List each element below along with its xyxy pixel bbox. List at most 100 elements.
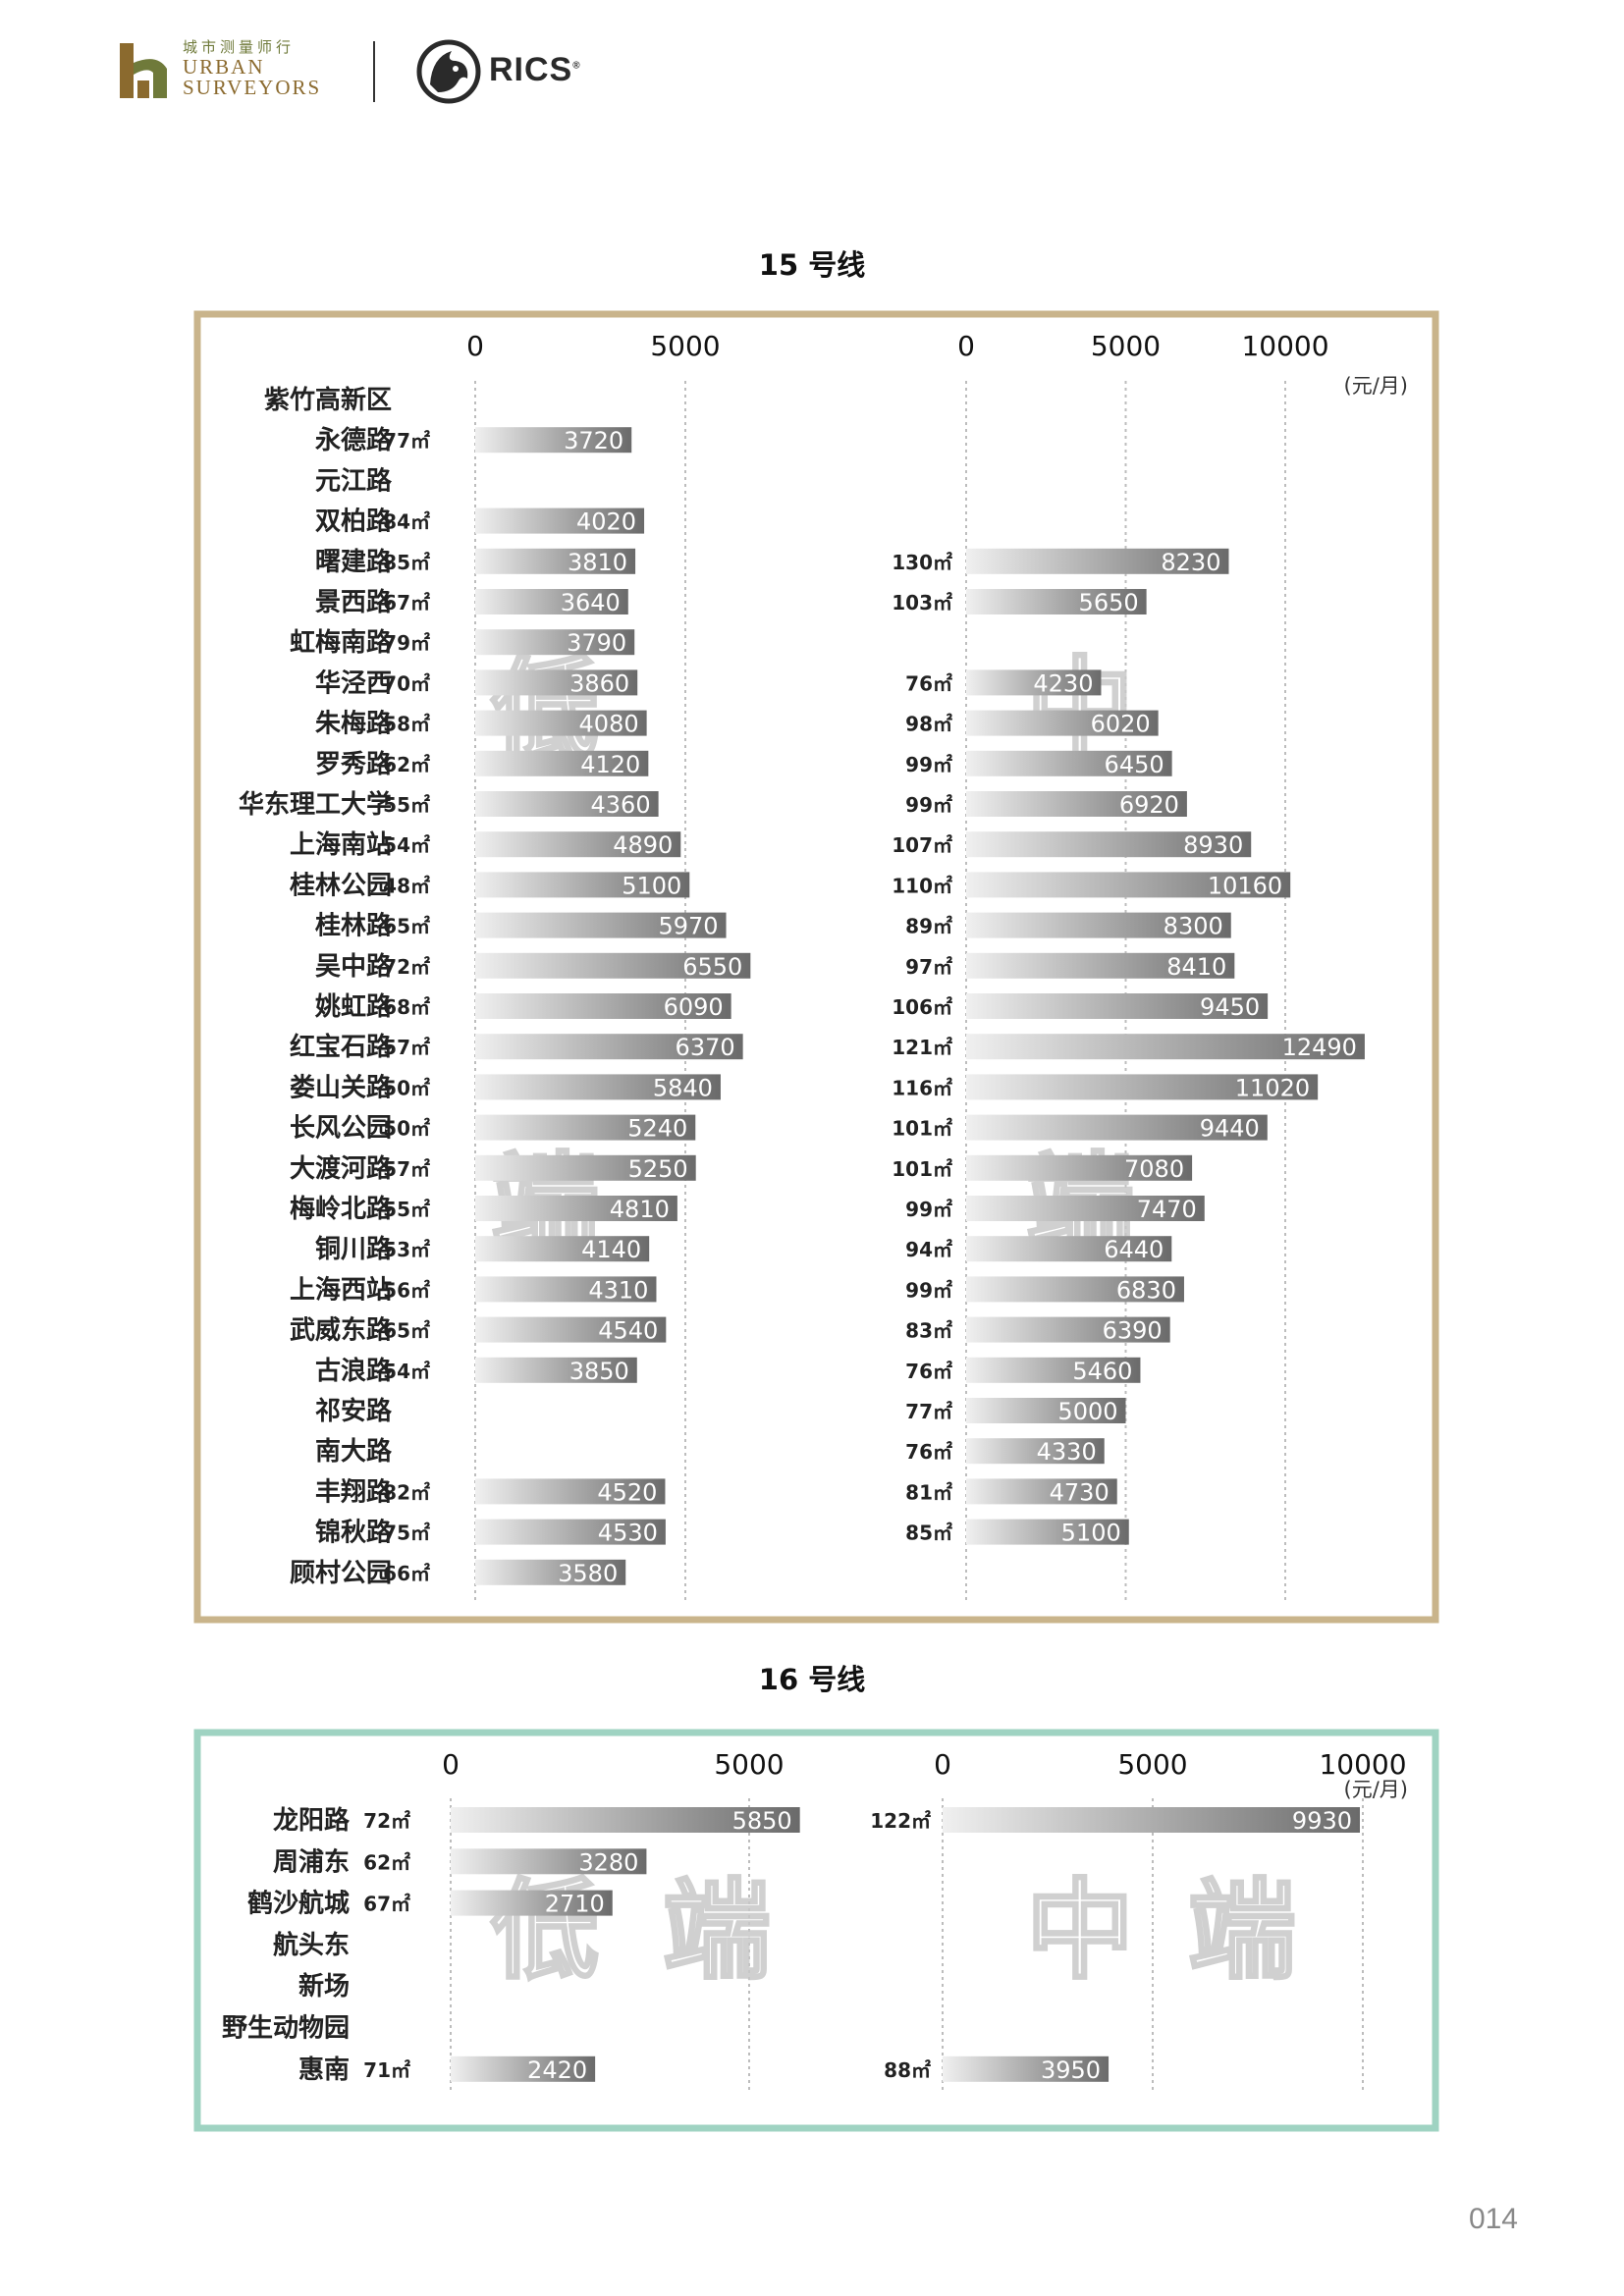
left-bar: [475, 427, 632, 454]
left-value-label: 4520: [597, 1478, 657, 1506]
category-label: 吴中路: [315, 951, 393, 982]
right-value-label: 8300: [1164, 913, 1223, 940]
left-value-label: 4530: [598, 1520, 658, 1547]
category-label: 姚虹路: [314, 991, 393, 1022]
right-bar: [966, 1316, 1170, 1343]
left-bar: [475, 1478, 666, 1505]
category-label: 桂林路: [315, 911, 393, 941]
right-value-label: 6440: [1104, 1236, 1164, 1263]
left-value-label: 3580: [558, 1560, 618, 1587]
left-area-label: 68㎡: [383, 995, 430, 1019]
category-label: 红宝石路: [290, 1032, 393, 1062]
right-value-label: 5100: [1061, 1520, 1121, 1547]
right-value-label: 4730: [1050, 1478, 1110, 1506]
right-bar: [966, 1398, 1126, 1423]
left-bar: [475, 912, 727, 938]
right-area-label: 121㎡: [892, 1036, 952, 1059]
right-bar: [966, 1357, 1141, 1383]
left-value-label: 4540: [598, 1317, 658, 1345]
left-value-label: 3860: [569, 669, 629, 697]
left-area-label: 50㎡: [383, 1076, 430, 1099]
chart-group-1: 0 5000 0 5000 10000(元/月)低端中端龙阳路 72㎡ 5850 122㎡ 99…: [193, 1729, 1439, 2132]
right-area-label: 97㎡: [905, 955, 952, 979]
left-value-label: 4890: [613, 831, 673, 859]
left-area-label: 58㎡: [383, 713, 430, 736]
left-tick-label: 0: [442, 1748, 460, 1781]
right-bar: [966, 1519, 1129, 1545]
category-label: 虹梅南路: [290, 627, 393, 658]
unit-label: (元/月): [1344, 1778, 1408, 1801]
right-area-label: 76㎡: [905, 1360, 952, 1383]
left-bar: [475, 791, 659, 817]
left-value-label: 5840: [653, 1074, 713, 1101]
right-area-label: 107㎡: [892, 833, 952, 857]
category-label: 华东理工大学: [239, 789, 392, 820]
right-value-label: 6450: [1105, 751, 1164, 778]
left-bar: [475, 548, 636, 574]
right-bar: [966, 669, 1102, 696]
left-bar: [475, 507, 645, 534]
left-area-label: 65㎡: [383, 915, 430, 938]
left-bar: [475, 750, 649, 776]
unit-label: (元/月): [1344, 374, 1408, 398]
left-area-label: 55㎡: [383, 1198, 430, 1221]
left-value-label: 6090: [664, 993, 724, 1021]
category-label: 铜川路: [315, 1234, 393, 1264]
right-tick-label: 5000: [1117, 1748, 1187, 1781]
left-area-label: 77㎡: [383, 429, 430, 453]
logo-en-line1: URBAN: [183, 55, 265, 79]
right-bar: [966, 791, 1187, 817]
chart-frame: [193, 1729, 1439, 2132]
right-bar: [943, 2056, 1110, 2082]
right-tick-label: 5000: [1091, 330, 1161, 362]
category-label: 罗秀路: [315, 749, 393, 779]
left-bar: [475, 1519, 666, 1545]
right-area-label: 122㎡: [870, 1809, 931, 1833]
category-label: 南大路: [315, 1436, 393, 1467]
right-bar: [966, 548, 1229, 574]
category-label: 长风公园: [290, 1114, 392, 1144]
right-value-label: 5460: [1072, 1358, 1132, 1385]
right-area-label: 99㎡: [905, 1278, 952, 1302]
left-bar: [475, 589, 628, 614]
left-area-label: 72㎡: [383, 955, 430, 979]
right-area-label: 99㎡: [905, 753, 952, 776]
right-area-label: 116㎡: [892, 1076, 952, 1099]
urban-surveyors-logo-mark-icon: [120, 43, 167, 98]
left-area-label: 54㎡: [383, 833, 430, 857]
category-label: 龙阳路: [273, 1805, 351, 1836]
left-area-label: 72㎡: [363, 1809, 410, 1833]
left-area-label: 67㎡: [363, 1893, 410, 1916]
category-label: 双柏路: [315, 507, 393, 537]
right-area-label: 99㎡: [905, 1198, 952, 1221]
left-value-label: 4810: [610, 1196, 670, 1223]
left-value-label: 3790: [567, 629, 626, 657]
right-value-label: 7470: [1137, 1196, 1197, 1223]
left-value-label: 3280: [578, 1848, 638, 1876]
right-area-label: 85㎡: [905, 1522, 952, 1545]
right-bar: [966, 872, 1291, 898]
watermark-char: 端: [663, 1868, 771, 1994]
left-area-label: 85㎡: [383, 551, 430, 574]
left-value-label: 6550: [682, 953, 742, 981]
right-area-label: 98㎡: [905, 713, 952, 736]
right-value-label: 6020: [1091, 711, 1151, 738]
right-area-label: 88㎡: [884, 2058, 931, 2082]
right-bar: [966, 1114, 1268, 1141]
right-area-label: 106㎡: [892, 995, 952, 1019]
left-value-label: 2420: [527, 2056, 587, 2084]
right-bar: [966, 1074, 1319, 1100]
right-value-label: 6830: [1116, 1276, 1176, 1304]
category-label: 新场: [298, 1971, 350, 2002]
urban-surveyors-logo-text: 城市测量师行 URBAN SURVEYORS: [183, 37, 321, 98]
left-bar: [475, 1559, 626, 1585]
left-bar: [475, 669, 638, 696]
right-area-label: 94㎡: [905, 1238, 952, 1261]
left-area-label: 65㎡: [383, 1319, 430, 1343]
left-bar: [475, 1154, 696, 1181]
left-value-label: 3810: [568, 549, 627, 576]
chart-title-line-15: 15 号线: [758, 248, 866, 282]
right-tick-label: 10000: [1241, 330, 1328, 362]
left-area-label: 82㎡: [383, 1480, 430, 1504]
